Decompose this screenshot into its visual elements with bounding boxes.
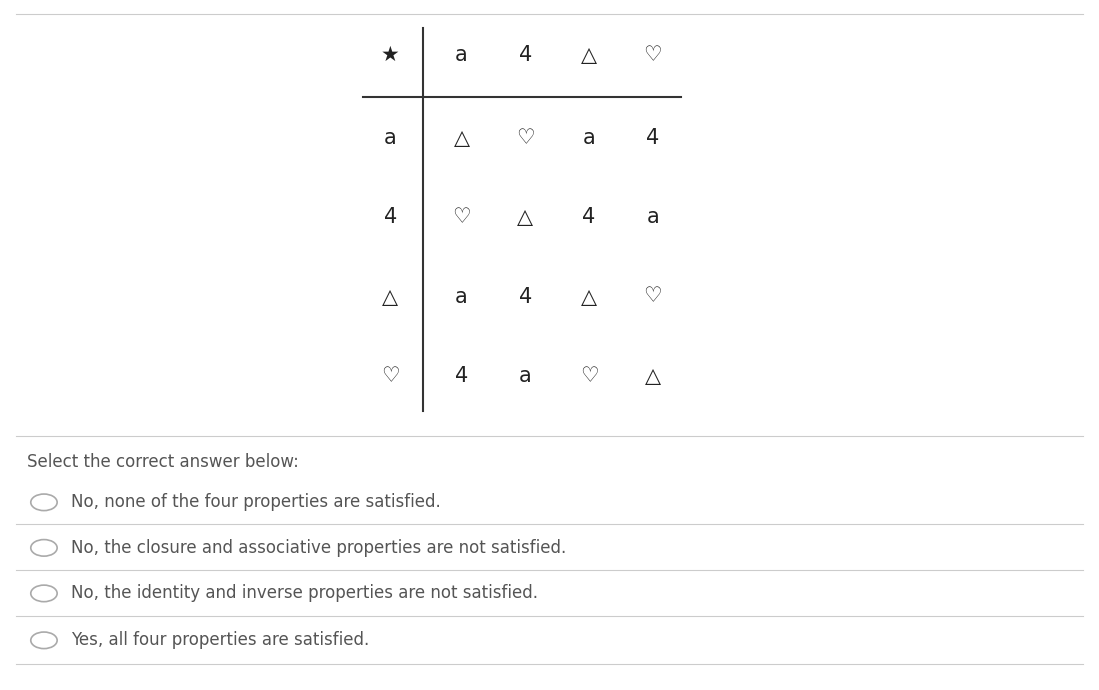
Text: ♡: ♡ xyxy=(643,46,663,65)
Text: ♡: ♡ xyxy=(380,366,400,386)
Text: Select the correct answer below:: Select the correct answer below: xyxy=(27,453,299,471)
Text: △: △ xyxy=(518,208,533,227)
Text: a: a xyxy=(646,208,659,227)
Text: △: △ xyxy=(581,46,597,65)
Text: 4: 4 xyxy=(646,128,659,148)
Text: 4: 4 xyxy=(582,208,596,227)
Text: 4: 4 xyxy=(455,366,468,386)
Text: 4: 4 xyxy=(519,287,532,306)
Text: △: △ xyxy=(581,287,597,306)
Text: a: a xyxy=(582,128,596,148)
Text: ♡: ♡ xyxy=(452,208,471,227)
Text: △: △ xyxy=(645,366,660,386)
Text: a: a xyxy=(519,366,532,386)
Text: 4: 4 xyxy=(519,46,532,65)
Text: ♡: ♡ xyxy=(515,128,535,148)
Text: △: △ xyxy=(382,287,398,306)
Text: a: a xyxy=(384,128,397,148)
Text: ★: ★ xyxy=(380,46,400,65)
Text: ♡: ♡ xyxy=(643,287,663,306)
Text: No, none of the four properties are satisfied.: No, none of the four properties are sati… xyxy=(71,493,441,511)
Text: ♡: ♡ xyxy=(579,366,599,386)
Text: △: △ xyxy=(454,128,469,148)
Text: 4: 4 xyxy=(384,208,397,227)
Text: No, the closure and associative properties are not satisfied.: No, the closure and associative properti… xyxy=(71,539,567,557)
Text: a: a xyxy=(455,287,468,306)
Text: a: a xyxy=(455,46,468,65)
Text: No, the identity and inverse properties are not satisfied.: No, the identity and inverse properties … xyxy=(71,584,539,602)
Text: Yes, all four properties are satisfied.: Yes, all four properties are satisfied. xyxy=(71,631,369,649)
